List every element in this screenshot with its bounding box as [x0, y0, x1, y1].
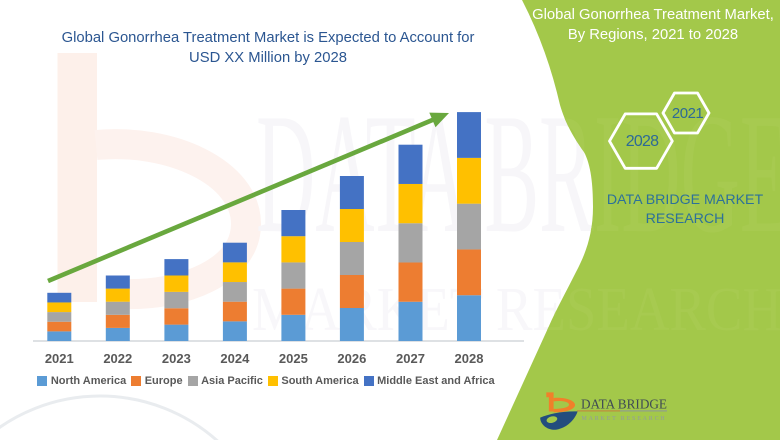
- svg-text:MARKET RESEARCH: MARKET RESEARCH: [582, 415, 667, 422]
- svg-text:DATA BRIDGE: DATA BRIDGE: [581, 397, 667, 412]
